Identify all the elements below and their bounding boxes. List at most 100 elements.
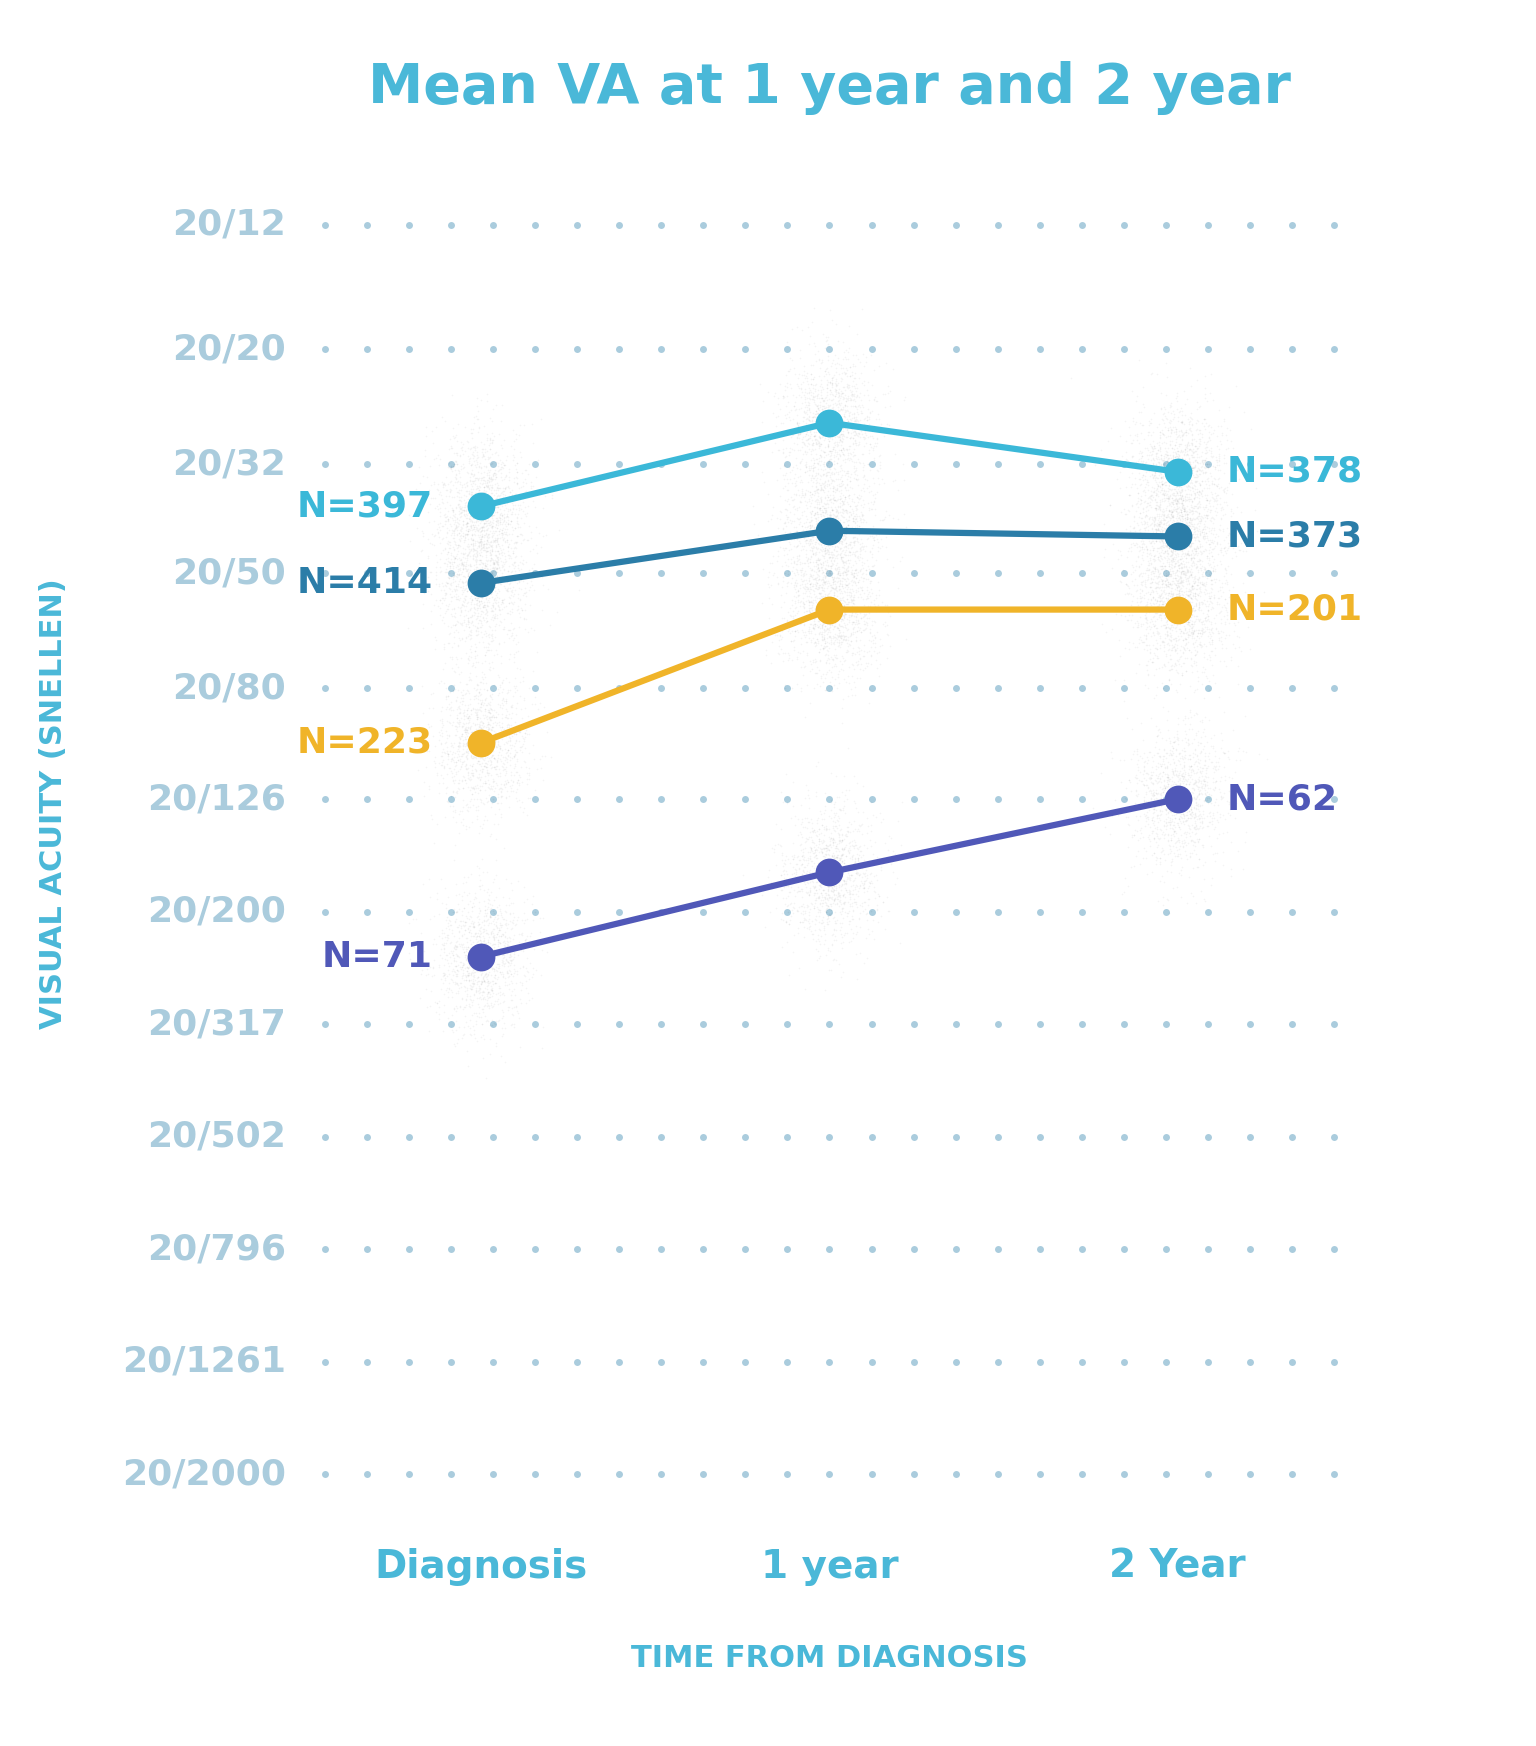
Point — [487, 733, 511, 761]
Point — [770, 838, 794, 866]
Point — [1207, 464, 1232, 492]
Point — [802, 449, 826, 477]
Point — [445, 555, 470, 583]
Point — [1195, 550, 1220, 578]
Point — [805, 817, 829, 845]
Point — [1154, 433, 1178, 461]
Point — [467, 967, 492, 995]
Point — [783, 360, 808, 388]
Point — [1203, 454, 1227, 482]
Point — [814, 533, 839, 560]
Point — [470, 522, 495, 550]
Point — [1140, 503, 1164, 531]
Point — [1181, 602, 1206, 630]
Point — [1186, 487, 1210, 515]
Point — [834, 388, 859, 416]
Point — [478, 714, 502, 742]
Point — [828, 534, 852, 562]
Point — [467, 695, 492, 723]
Point — [1213, 651, 1238, 679]
Point — [806, 402, 831, 430]
Point — [475, 590, 499, 618]
Point — [1161, 747, 1186, 775]
Point — [438, 424, 462, 452]
Point — [1197, 531, 1221, 559]
Point — [439, 494, 464, 522]
Point — [817, 622, 842, 650]
Point — [1178, 742, 1203, 770]
Point — [475, 601, 499, 629]
Point — [1147, 581, 1172, 609]
Point — [834, 536, 859, 564]
Point — [833, 847, 857, 875]
Point — [404, 513, 429, 541]
Point — [1167, 519, 1192, 546]
Point — [794, 419, 819, 447]
Point — [475, 725, 499, 753]
Point — [1172, 742, 1197, 770]
Point — [1198, 533, 1223, 560]
Point — [1207, 442, 1232, 470]
Point — [816, 457, 840, 485]
Point — [453, 732, 478, 760]
Point — [803, 409, 828, 436]
Point — [1187, 499, 1212, 527]
Point — [1178, 540, 1203, 567]
Point — [797, 519, 822, 546]
Point — [799, 513, 823, 541]
Point — [1213, 585, 1238, 613]
Point — [467, 917, 492, 945]
Point — [473, 576, 498, 604]
Point — [1207, 529, 1232, 557]
Point — [1160, 772, 1184, 800]
Point — [1203, 569, 1227, 597]
Point — [811, 634, 836, 662]
Point — [462, 496, 487, 524]
Point — [472, 594, 496, 622]
Point — [444, 712, 468, 740]
Point — [449, 948, 473, 976]
Point — [1201, 585, 1226, 613]
Point — [866, 882, 891, 910]
Point — [1167, 536, 1192, 564]
Point — [794, 450, 819, 478]
Point — [478, 424, 502, 452]
Point — [1174, 625, 1198, 653]
Point — [493, 574, 518, 602]
Point — [803, 873, 828, 901]
Point — [851, 585, 876, 613]
Point — [479, 527, 504, 555]
Point — [1150, 522, 1175, 550]
Point — [1169, 438, 1193, 466]
Point — [1150, 693, 1175, 721]
Point — [470, 686, 495, 714]
Point — [468, 690, 493, 718]
Point — [820, 508, 845, 536]
Point — [410, 484, 435, 512]
Point — [1193, 529, 1218, 557]
Point — [800, 817, 825, 845]
Point — [470, 663, 495, 691]
Point — [1192, 520, 1217, 548]
Point — [833, 889, 857, 917]
Point — [803, 424, 828, 452]
Point — [834, 410, 859, 438]
Point — [1169, 510, 1193, 538]
Point — [482, 566, 507, 594]
Point — [826, 588, 851, 616]
Point — [846, 515, 871, 543]
Point — [822, 541, 846, 569]
Point — [1154, 760, 1178, 787]
Point — [813, 473, 837, 501]
Point — [484, 939, 508, 967]
Point — [478, 538, 502, 566]
Point — [765, 639, 790, 667]
Point — [794, 639, 819, 667]
Point — [1180, 555, 1204, 583]
Point — [501, 683, 525, 711]
Point — [808, 520, 833, 548]
Point — [846, 861, 871, 889]
Point — [786, 395, 811, 423]
Point — [831, 503, 856, 531]
Point — [1167, 550, 1192, 578]
